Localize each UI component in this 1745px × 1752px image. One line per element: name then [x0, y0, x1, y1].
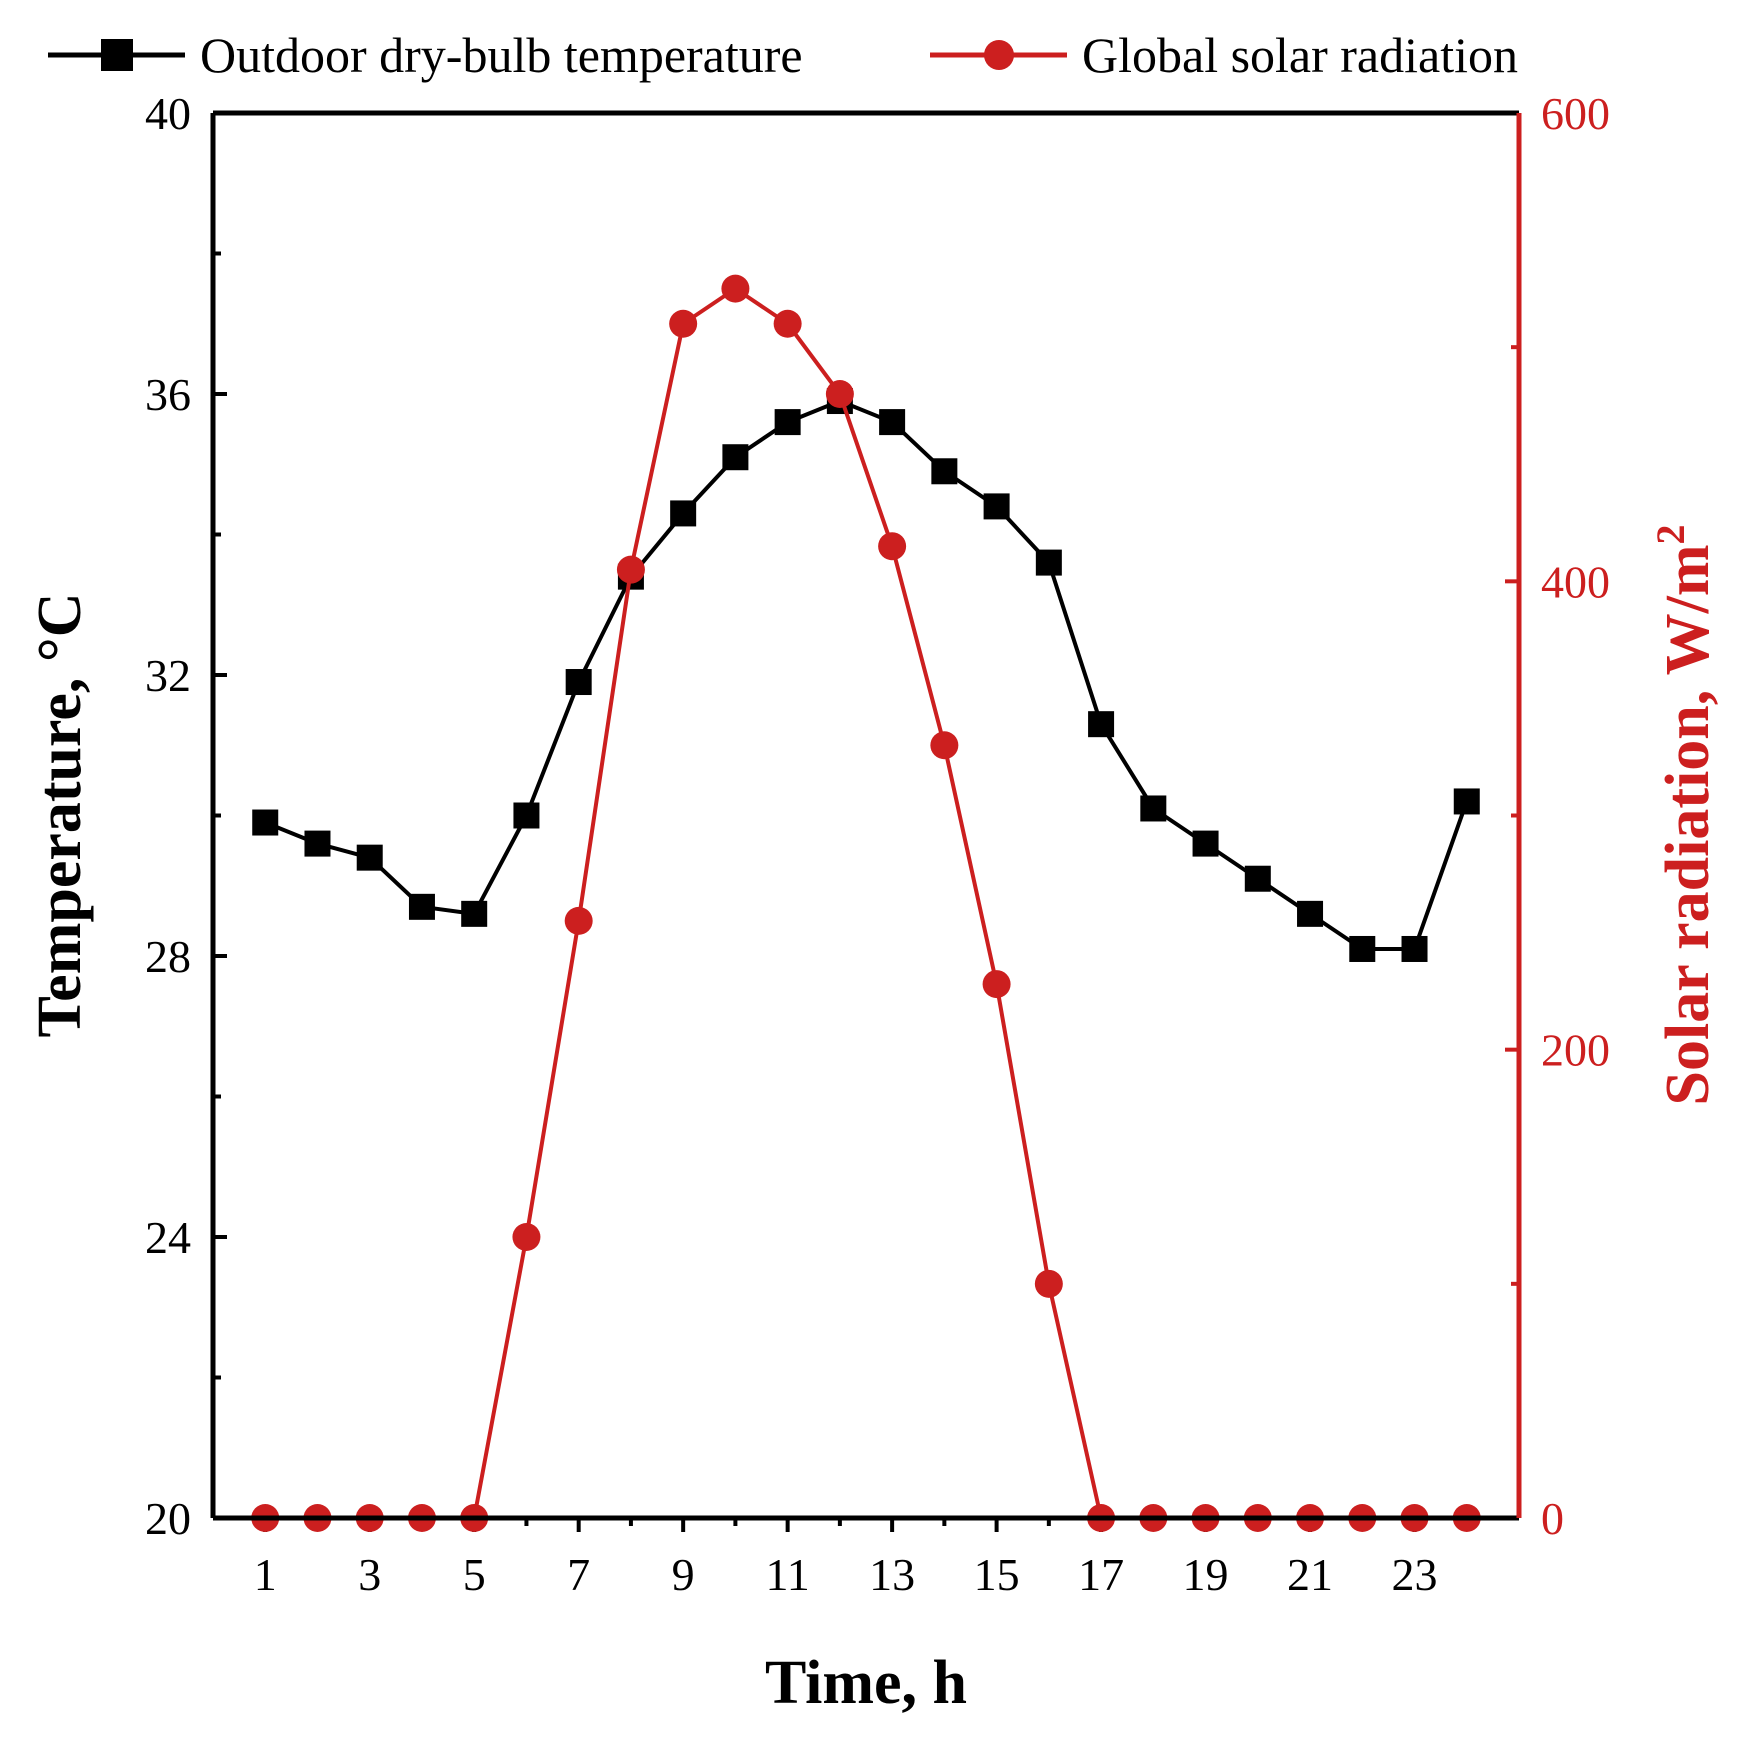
y-axis-title-main: Temperature, [26, 662, 94, 1037]
series-layer [251, 274, 1481, 1532]
temperature-point [774, 409, 801, 436]
y2-tick-label: 200 [1541, 1025, 1610, 1076]
x-tick-label: 9 [672, 1549, 695, 1600]
solar-point [825, 380, 854, 408]
x-tick-label: 15 [974, 1549, 1020, 1600]
y-tick-label: 24 [145, 1212, 191, 1263]
y2-tick-label: 400 [1541, 556, 1610, 607]
series-line-1 [265, 286, 1467, 1520]
solar-point [616, 555, 645, 584]
temperature-point [304, 830, 331, 857]
y-tick-label: 28 [145, 931, 191, 982]
solar-point [721, 274, 750, 303]
temperature-point [722, 444, 749, 471]
temperature-point [879, 409, 906, 436]
series-line-0 [264, 399, 1469, 951]
legend-item-temperature: Outdoor dry-bulb temperature [48, 27, 803, 83]
x-tick-label: 13 [869, 1549, 915, 1600]
solar-point [564, 906, 593, 935]
temperature-point [252, 809, 279, 836]
legend-label-solar: Global solar radiation [1082, 27, 1518, 83]
temperature-point [1192, 830, 1219, 857]
x-tick-label: 1 [254, 1549, 277, 1600]
temperature-point [1401, 935, 1428, 962]
y-tick-label: 36 [145, 369, 191, 420]
y-tick-label: 20 [145, 1493, 191, 1544]
x-tick-label: 7 [567, 1549, 590, 1600]
solar-point [930, 731, 959, 760]
solar-point [512, 1223, 541, 1251]
temperature-point [1349, 935, 1376, 962]
x-tick-label: 23 [1392, 1549, 1438, 1600]
x-axis-title: Time, h [765, 1649, 967, 1717]
temperature-point [1244, 865, 1271, 892]
x-tick-label: 17 [1078, 1549, 1124, 1600]
y2-tick-label: 0 [1541, 1493, 1564, 1544]
x-tick-label: 3 [358, 1549, 381, 1600]
temperature-point [983, 493, 1010, 520]
solar-point [878, 532, 907, 561]
temperature-point [1140, 795, 1167, 822]
x-tick-label: 21 [1287, 1549, 1333, 1600]
solar-point [669, 309, 698, 338]
temperature-point [1035, 549, 1062, 576]
temperature-point [1297, 900, 1324, 927]
x-tick-label: 11 [765, 1549, 809, 1600]
temperature-point [931, 458, 958, 485]
y-tick-label: 32 [145, 650, 191, 701]
temperature-point [565, 669, 592, 696]
solar-point [1034, 1269, 1063, 1298]
temperature-point [1088, 711, 1115, 738]
x-tick-label: 19 [1183, 1549, 1229, 1600]
legend-label-temperature: Outdoor dry-bulb temperature [200, 27, 803, 83]
y2-tick-label: 600 [1541, 88, 1610, 139]
legend-item-solar: Global solar radiation [930, 27, 1518, 83]
x-tick-label: 5 [463, 1549, 486, 1600]
legend-marker-circle [984, 40, 1014, 70]
y-axis-title: Temperature, °C [26, 593, 94, 1038]
y-tick-label: 40 [145, 88, 191, 139]
legend-marker-square [101, 39, 133, 71]
y2-axis-title: Solar radiation, W/m2 [1648, 525, 1722, 1106]
y2-axis-title-main: Solar radiation, W/m [1654, 545, 1722, 1106]
solar-point [982, 970, 1011, 999]
temperature-point [1453, 788, 1480, 815]
y-axis-title-unit: °C [26, 593, 94, 663]
solar-point [773, 309, 802, 338]
temperature-point [513, 802, 540, 829]
temperature-point [670, 500, 697, 527]
temperature-point [461, 900, 488, 927]
legend: Outdoor dry-bulb temperature Global sola… [48, 27, 1518, 83]
axis-ticks [213, 111, 1519, 1532]
temperature-point [356, 844, 383, 871]
y2-axis-title-sup: 2 [1648, 525, 1693, 545]
temperature-point [408, 893, 435, 920]
